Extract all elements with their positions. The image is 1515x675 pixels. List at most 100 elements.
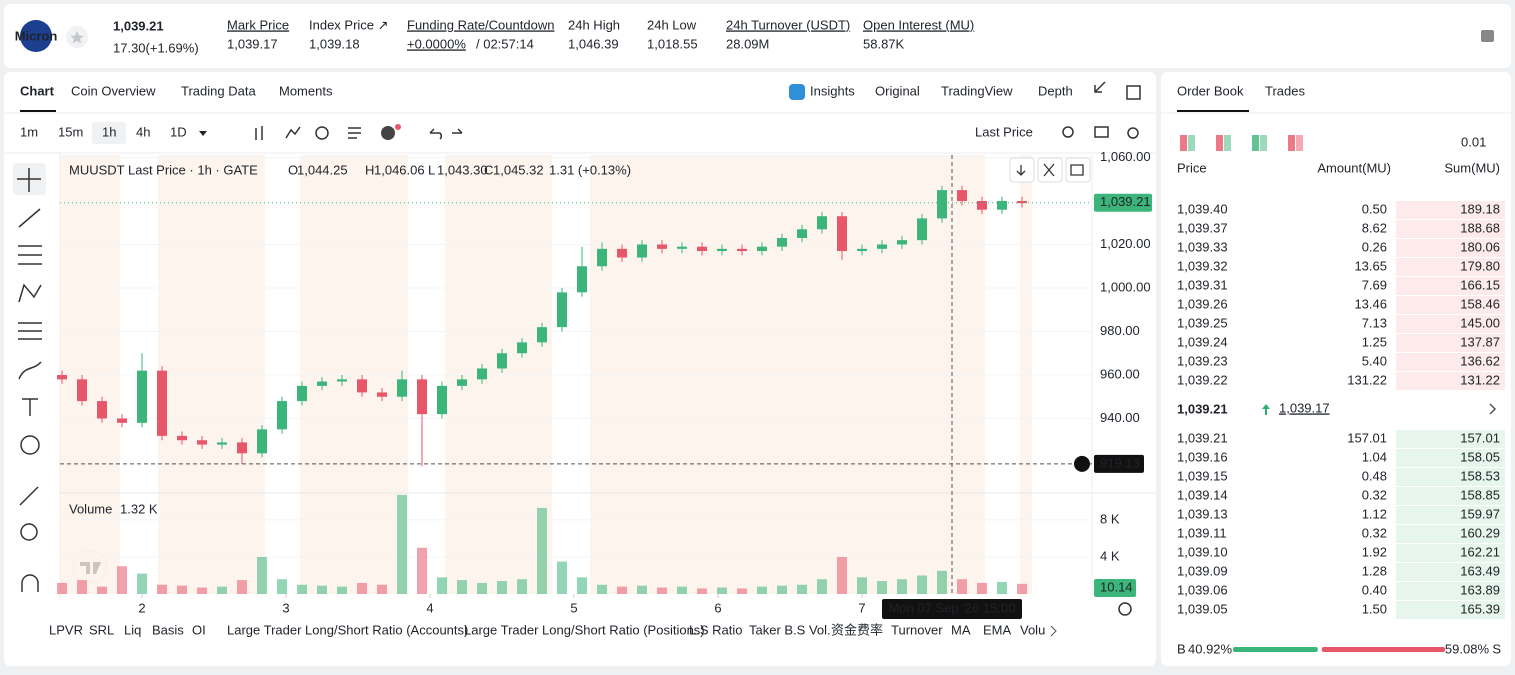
book-price[interactable]: 1,039.40 bbox=[1177, 201, 1228, 216]
volume-bar bbox=[537, 507, 547, 594]
indicator-tab[interactable]: SRL bbox=[89, 622, 114, 637]
stat-value: 58.87K bbox=[863, 36, 905, 51]
replay-icon[interactable] bbox=[315, 126, 329, 140]
chart-button[interactable] bbox=[1065, 157, 1091, 183]
book-price[interactable]: 1,039.22 bbox=[1177, 372, 1228, 387]
chart-tab[interactable]: Coin Overview bbox=[71, 83, 156, 98]
view-mode[interactable] bbox=[1224, 135, 1231, 151]
price-source[interactable]: Last Price bbox=[975, 124, 1033, 139]
chart-tab[interactable]: Trading Data bbox=[181, 83, 256, 98]
candle-body bbox=[197, 440, 207, 445]
indicator-tab[interactable]: Basis bbox=[152, 622, 184, 637]
ohlc-key: C bbox=[484, 162, 493, 177]
indicator-tab[interactable]: OI bbox=[192, 622, 206, 637]
book-price[interactable]: 1,039.21 bbox=[1177, 430, 1228, 445]
view-tab[interactable]: Original bbox=[875, 83, 920, 98]
interval[interactable]: 1m bbox=[20, 124, 38, 139]
book-price[interactable]: 1,039.33 bbox=[1177, 239, 1228, 254]
settings-icon[interactable] bbox=[1127, 127, 1139, 139]
interval[interactable]: 1D bbox=[170, 124, 187, 139]
view-tab[interactable]: TradingView bbox=[941, 83, 1013, 98]
ruler-tool[interactable] bbox=[19, 486, 39, 506]
chart-button[interactable] bbox=[1009, 157, 1035, 183]
indicator-tab[interactable]: Large Trader Long/Short Ratio (Positions… bbox=[464, 622, 705, 637]
depth-bar bbox=[1396, 487, 1505, 505]
indicator-tab[interactable]: 资金费率 bbox=[831, 622, 883, 637]
indicator-tab[interactable]: Large Trader Long/Short Ratio (Accounts) bbox=[227, 622, 468, 637]
candle-body bbox=[777, 237, 787, 247]
book-price[interactable]: 1,039.14 bbox=[1177, 487, 1228, 502]
ai-icon bbox=[789, 84, 805, 100]
book-price[interactable]: 1,039.31 bbox=[1177, 277, 1228, 292]
chart-button[interactable] bbox=[1037, 157, 1063, 183]
camera-icon[interactable] bbox=[1094, 126, 1109, 138]
chart-tab[interactable]: Moments bbox=[279, 83, 333, 98]
pattern-tool[interactable] bbox=[18, 283, 42, 303]
indicator-tab[interactable]: Liq bbox=[124, 622, 141, 637]
book-price[interactable]: 1,039.13 bbox=[1177, 506, 1228, 521]
more-arrow[interactable] bbox=[1489, 403, 1497, 415]
depth-bar bbox=[1396, 563, 1505, 581]
book-price[interactable]: 1,039.11 bbox=[1177, 525, 1227, 540]
view-mode[interactable] bbox=[1180, 135, 1187, 151]
indicator-tab[interactable]: Taker B.S Vol. bbox=[749, 622, 831, 637]
view-mode[interactable] bbox=[1288, 135, 1295, 151]
notes-icon[interactable] bbox=[1481, 30, 1494, 42]
book-price[interactable]: 1,039.05 bbox=[1177, 601, 1228, 616]
layout-icon[interactable] bbox=[1126, 85, 1141, 100]
interval[interactable]: 1h bbox=[102, 124, 116, 139]
projection-tool[interactable] bbox=[18, 322, 42, 340]
text-tool[interactable] bbox=[22, 398, 38, 416]
chart-tab[interactable]: Chart bbox=[20, 83, 55, 98]
book-price[interactable]: 1,039.23 bbox=[1177, 353, 1228, 368]
book-price[interactable]: 1,039.24 bbox=[1177, 334, 1228, 349]
indicator-tab[interactable]: MA bbox=[951, 622, 971, 637]
book-price[interactable]: 1,039.37 bbox=[1177, 220, 1228, 235]
emoji-tool[interactable] bbox=[20, 435, 40, 455]
expand-icon[interactable] bbox=[1094, 81, 1106, 93]
book-price[interactable]: 1,039.25 bbox=[1177, 315, 1228, 330]
precision[interactable]: 0.01 bbox=[1461, 134, 1486, 149]
settings-icon[interactable] bbox=[1118, 602, 1132, 616]
book-price[interactable]: 1,039.10 bbox=[1177, 544, 1228, 559]
undo-redo[interactable] bbox=[429, 128, 463, 140]
scroll-arrow[interactable] bbox=[1050, 625, 1057, 637]
chart-title: MUUSDT Last Price · 1h · GATE bbox=[69, 162, 258, 177]
book-price[interactable]: 1,039.32 bbox=[1177, 258, 1228, 273]
indicator-tab[interactable]: Volu bbox=[1020, 622, 1045, 637]
view-mode[interactable] bbox=[1216, 135, 1223, 151]
book-price[interactable]: 1,039.16 bbox=[1177, 449, 1228, 464]
interval[interactable]: 15m bbox=[58, 124, 83, 139]
book-price[interactable]: 1,039.09 bbox=[1177, 563, 1228, 578]
fib-tool[interactable] bbox=[18, 245, 42, 265]
crosshair-add[interactable] bbox=[1074, 455, 1090, 472]
template-icon[interactable] bbox=[348, 127, 361, 139]
book-price[interactable]: 1,039.26 bbox=[1177, 296, 1228, 311]
indicator-tab[interactable]: EMA bbox=[983, 622, 1012, 637]
candle-body bbox=[797, 229, 807, 238]
add-icon[interactable] bbox=[381, 126, 395, 140]
view-mode[interactable] bbox=[1296, 135, 1303, 151]
book-price[interactable]: 1,039.06 bbox=[1177, 582, 1228, 597]
orderbook-tab[interactable]: Order Book bbox=[1177, 83, 1244, 98]
brush-tool[interactable] bbox=[18, 361, 42, 380]
zoom-tool[interactable] bbox=[20, 523, 38, 541]
orderbook-tab[interactable]: Trades bbox=[1265, 83, 1305, 98]
book-price[interactable]: 1,039.15 bbox=[1177, 468, 1228, 483]
crosshair-y-label: 919.13 bbox=[1100, 455, 1140, 470]
stat-label: Open Interest (MU) bbox=[863, 17, 974, 32]
view-mode[interactable] bbox=[1252, 135, 1259, 151]
indicator-tab[interactable]: L.S Ratio bbox=[689, 622, 742, 637]
indicator-tab[interactable]: Turnover bbox=[891, 622, 943, 637]
view-mode[interactable] bbox=[1188, 135, 1195, 151]
interval[interactable]: 4h bbox=[136, 124, 150, 139]
indicator-icons[interactable] bbox=[255, 126, 301, 140]
view-tab[interactable]: Depth bbox=[1038, 83, 1073, 98]
magnet-tool[interactable] bbox=[21, 574, 39, 592]
crosshair-tool[interactable] bbox=[17, 168, 41, 192]
search-icon[interactable] bbox=[1062, 126, 1074, 138]
view-mode[interactable] bbox=[1260, 135, 1267, 151]
indicator-tab[interactable]: LPVR bbox=[49, 622, 83, 637]
view-tab[interactable]: Insights bbox=[810, 83, 855, 98]
line-tool[interactable] bbox=[18, 208, 41, 228]
